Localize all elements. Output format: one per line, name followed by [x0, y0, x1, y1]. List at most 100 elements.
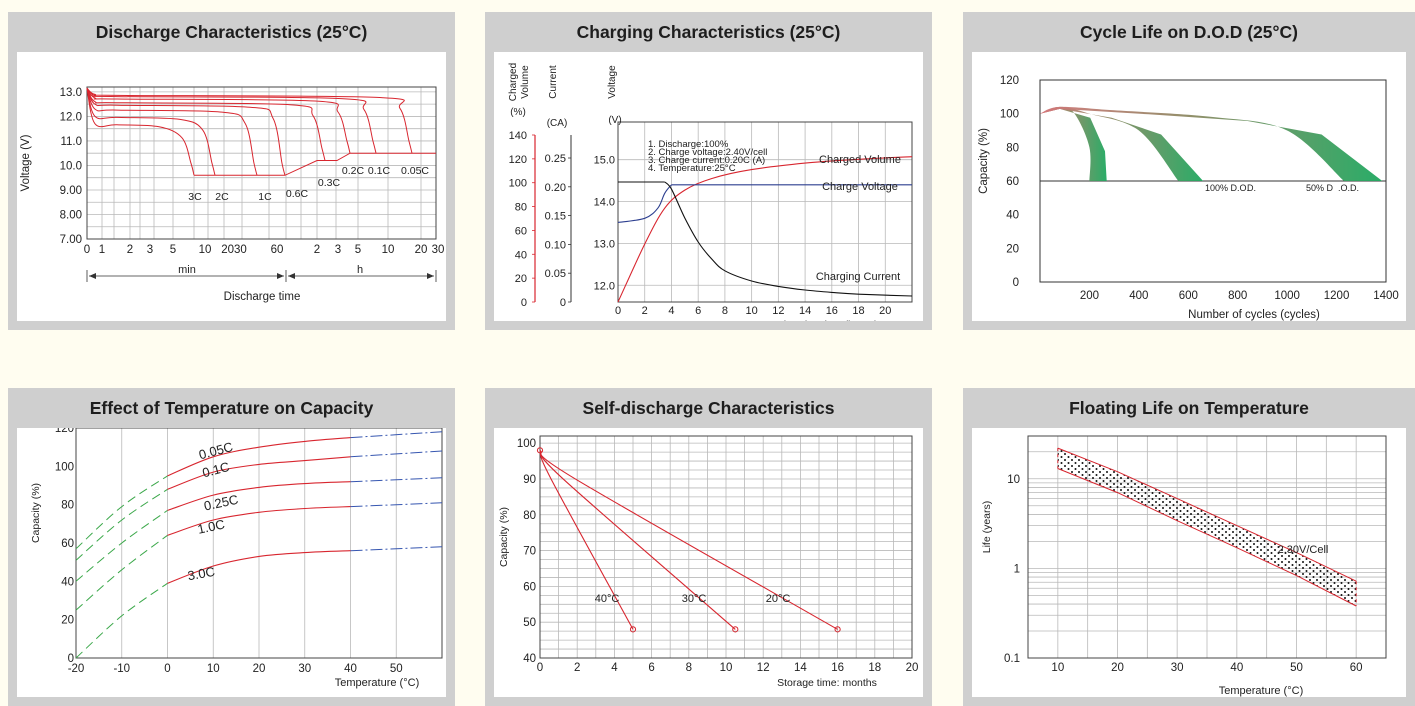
series-label: 0.3C	[318, 177, 341, 189]
discharge-plot-frame	[86, 86, 437, 240]
current-tick: 0.15	[545, 211, 566, 223]
x-tick-label: 30	[432, 244, 445, 256]
x-tick-label: 10	[720, 662, 733, 674]
series-label: 0.05C	[401, 165, 429, 177]
dod-label: .O.D.	[1338, 183, 1359, 193]
x-tick-label: 30	[1171, 662, 1184, 674]
y-tick-label: 40	[523, 653, 536, 665]
label-charged-volume: Charged Volume	[819, 154, 901, 166]
label-charge-voltage: Charge Voltage	[822, 181, 898, 193]
voltage-tick: 15.0	[594, 155, 615, 167]
volume-tick: 40	[515, 249, 527, 261]
y-tick-label: 13.0	[60, 87, 82, 99]
x-tick-label: 4	[611, 662, 618, 674]
y-tick-label: 40	[61, 576, 74, 588]
x-tick-label: 1400	[1373, 290, 1399, 302]
series-0_6C	[86, 87, 286, 176]
x-tick-label: 10	[199, 244, 212, 256]
series-0_25C-cold	[75, 509, 168, 582]
x-tick-label: 5	[355, 244, 361, 256]
x-tick-label: 400	[1129, 290, 1148, 302]
endpoint-marker	[834, 626, 841, 633]
x-tick-label: 50	[390, 663, 403, 675]
x-tick-label: 2	[314, 244, 320, 256]
series-0_05C-ext	[350, 431, 443, 439]
y-tick-label: 120	[1000, 75, 1019, 87]
temperature-plot-frame	[75, 428, 443, 659]
selfdischarge-chart-area: 100 90 80 70 60 50 40 0 2 4 6 8 10 12 14 16 18 20 Storage …	[494, 428, 923, 697]
voltage-label: 2.30V/Cell	[1278, 544, 1329, 556]
y-tick-label: 0	[1013, 277, 1019, 289]
y-tick-label: 60	[61, 538, 74, 550]
y-tick-label: 20	[61, 615, 74, 627]
current-tick: 0.20	[545, 182, 566, 194]
temperature-chart-area: 120 100 80 60 40 20 0 -20 -10 0 10 20 30 40 50 Temperat…	[17, 428, 446, 697]
y-axis-label: Life (years)	[981, 501, 993, 554]
x-tick-label: 6	[695, 305, 701, 317]
y-tick-label: 90	[523, 474, 536, 486]
series-0_1C-ext	[350, 450, 443, 458]
x-tick-label: 16	[826, 305, 838, 317]
discharge-title: Discharge Characteristics (25°C)	[95, 22, 368, 42]
axis-title-voltage: Voltage	[607, 65, 618, 99]
voltage-tick: 14.0	[594, 197, 615, 209]
series-label: 2C	[215, 191, 229, 203]
note-text: 1. Discharge:100%	[648, 139, 729, 150]
axis-title-current: Current	[548, 65, 559, 99]
cycle-title: Cycle Life on D.O.D (25°C)	[1079, 22, 1298, 42]
arrow-head	[427, 273, 434, 279]
series-label: 0.05C	[197, 439, 234, 462]
x-tick-label: 30	[298, 663, 311, 675]
discharge-chart: 13.0 12.0 11.0 10.0 9.00 8.00 7.00 Voltage (V) 0…	[20, 86, 445, 303]
volume-tick: 100	[509, 178, 527, 190]
x-axis-label: Number of cycles (cycles)	[1188, 309, 1320, 321]
series-3C	[86, 88, 195, 176]
series-label: 0.25C	[203, 492, 240, 514]
y-tick-label: 80	[61, 500, 74, 512]
x-axis-label: Charging time (hours)	[776, 319, 878, 321]
y-tick-label: 60	[523, 581, 536, 593]
y-tick-label: 1	[1014, 563, 1020, 575]
y-tick-label: 9.00	[60, 185, 82, 197]
unit-voltage: (V)	[608, 115, 621, 126]
x-tick-label: 800	[1228, 290, 1247, 302]
series-upper	[1057, 447, 1357, 582]
x-tick-label: 2	[127, 244, 133, 256]
x-tick-label: 40	[344, 663, 357, 675]
y-tick-label: 80	[1006, 142, 1019, 154]
x-tick-label: 0	[84, 244, 90, 256]
x-tick-label: 16	[831, 662, 844, 674]
y-tick-label: 0.1	[1004, 653, 1020, 665]
y-axis-label: Capacity (%)	[498, 507, 510, 567]
y-tick-label: 100	[1000, 109, 1019, 121]
series-label: 1C	[258, 191, 272, 203]
x-tick-label: 10	[746, 305, 758, 317]
y-axis-label: Capacity (%)	[978, 128, 990, 194]
x-tick-label: 14	[794, 662, 807, 674]
series-3_0C-cold	[75, 582, 168, 659]
x-tick-label: 0	[537, 662, 543, 674]
volume-tick: 120	[509, 154, 527, 166]
note-text: 2. Charge voltage:2.40V/cell	[648, 147, 767, 158]
volume-tick: 20	[515, 273, 527, 285]
series-0_1C-cold	[75, 488, 168, 561]
series-label: 3.0C	[186, 564, 216, 584]
endpoint-marker	[732, 626, 739, 633]
floating-plot-frame	[1027, 435, 1387, 659]
axis-title-volume: Volume	[520, 65, 531, 99]
x-tick-label: 1	[99, 244, 105, 256]
cycle-chart-area: 120 100 80 60 40 20 0 200 400 600 800 1000 1200 1400 C…	[972, 52, 1406, 321]
x-tick-label: 5	[170, 244, 176, 256]
series-label: 0.1C	[368, 165, 391, 177]
x-tick-label: 10	[382, 244, 395, 256]
series-3_0C	[167, 550, 351, 584]
x-tick-label: 4	[668, 305, 674, 317]
cycle-band-2	[1040, 106, 1383, 181]
series-0_1C	[86, 87, 377, 154]
series-0_05C	[167, 437, 351, 477]
x-tick-label: 8	[722, 305, 728, 317]
y-axis-label: Voltage (V)	[20, 134, 32, 191]
y-tick-label: 100	[517, 438, 536, 450]
dod-label: 100% D.O.	[1205, 183, 1249, 193]
